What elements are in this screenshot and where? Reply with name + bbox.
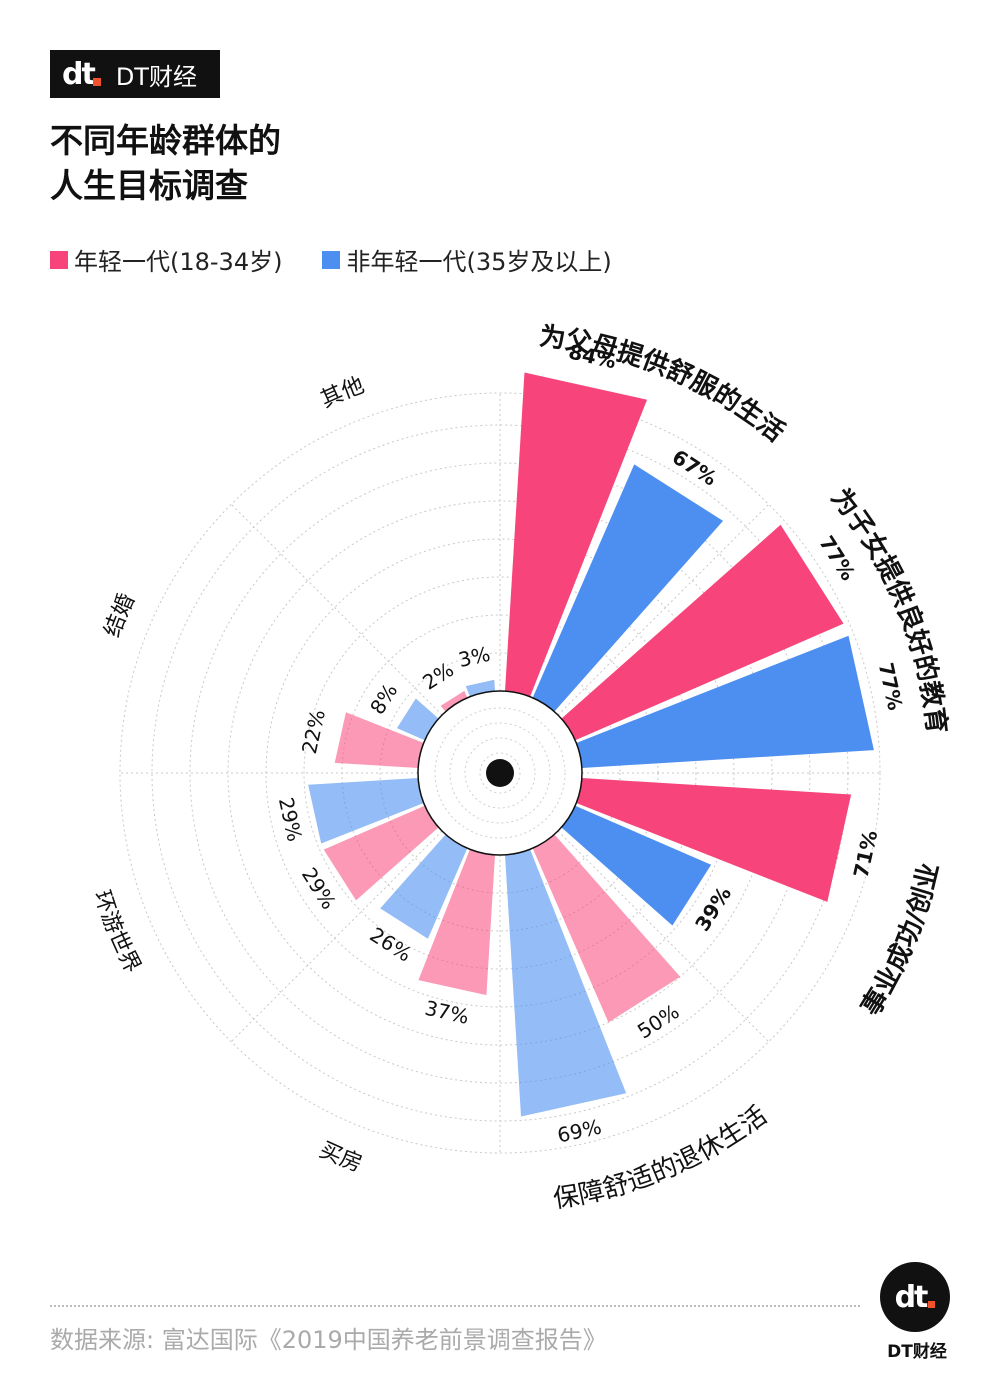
value-label-old-4: 26% [366, 922, 416, 966]
bar-old-1 [576, 635, 874, 768]
footer-brand: DT财经 [887, 1342, 947, 1362]
bar-old-0 [532, 464, 724, 712]
category-label-4: 买房 [316, 1138, 366, 1178]
legend-item-old: 非年轻一代(35岁及以上) [322, 242, 612, 277]
bar-young-0 [505, 372, 648, 697]
value-label-old-5: 29% [274, 795, 307, 844]
bar-young-4 [418, 849, 495, 996]
footer-logo-text: dt [894, 1279, 929, 1315]
bar-young-2 [576, 778, 852, 902]
grid-spoke [230, 503, 443, 716]
category-label-7: 其他 [317, 373, 368, 413]
bar-young-5 [323, 805, 439, 901]
bar-young-6 [334, 712, 424, 768]
inner-grid-ring [464, 737, 536, 809]
chart-title: 不同年龄群体的 人生目标调查 [50, 118, 281, 208]
legend-label-young: 年轻一代(18-34岁) [74, 248, 283, 276]
bar-young-3 [532, 834, 681, 1023]
bar-old-2 [561, 805, 712, 926]
center-dot [486, 759, 514, 787]
chart-title-line2: 人生目标调查 [50, 166, 248, 205]
value-label-young-6: 22% [297, 707, 330, 756]
polar-bar-chart: 84%67%77%77%71%39%50%69%37%26%29%29%22%8… [89, 322, 953, 1215]
bar-young-1 [561, 524, 844, 741]
value-label-young-2: 71% [849, 828, 883, 880]
footer-logo-icon: dt [880, 1262, 950, 1332]
value-label-old-7: 3% [456, 642, 492, 672]
inner-grid-ring [434, 707, 566, 839]
category-label-6: 结婚 [100, 590, 140, 641]
legend-item-young: 年轻一代(18-34岁) [50, 242, 282, 277]
grid-ring [227, 500, 773, 1046]
brand-badge: dt DT财经 [50, 50, 220, 98]
data-source: 数据来源: 富达国际《2019中国养老前景调查报告》 [50, 1326, 607, 1354]
brand-name: DT财经 [115, 62, 197, 91]
bar-old-4 [380, 834, 468, 939]
inner-grid-ring [449, 722, 551, 824]
grid-ring [189, 462, 811, 1084]
legend: 年轻一代(18-34岁) 非年轻一代(35岁及以上) [50, 242, 652, 277]
brand-mark-text: dt [62, 56, 96, 92]
legend-label-old: 非年轻一代(35岁及以上) [346, 248, 612, 276]
grid-ring [341, 614, 659, 932]
value-label-old-3: 69% [555, 1114, 604, 1147]
value-label-old-2: 39% [690, 882, 736, 935]
bar-old-3 [505, 849, 627, 1117]
value-label-old-0: 67% [668, 445, 721, 491]
brand-logo-icon: dt [62, 56, 101, 92]
bar-young-7 [440, 690, 468, 712]
category-label-2: 事业成功/创业 [856, 860, 946, 1021]
grid-ring [303, 576, 697, 970]
legend-swatch-old [322, 250, 341, 269]
value-label-old-1: 77% [874, 660, 908, 712]
value-label-young-4: 37% [423, 996, 472, 1029]
bar-old-6 [396, 698, 439, 741]
legend-swatch-young [50, 250, 68, 269]
value-label-young-3: 50% [633, 999, 683, 1043]
chart-title-line1: 不同年龄群体的 [50, 121, 281, 160]
grid-ring [379, 652, 621, 894]
footer-divider [50, 1305, 860, 1307]
grid-ring [119, 392, 881, 1154]
inner-grid-ring [479, 752, 521, 794]
grid-ring [151, 424, 849, 1122]
value-label-young-5: 29% [297, 863, 341, 913]
grid-ring [265, 538, 735, 1008]
category-label-5: 环游世界 [89, 888, 145, 978]
bar-old-5 [308, 778, 424, 844]
